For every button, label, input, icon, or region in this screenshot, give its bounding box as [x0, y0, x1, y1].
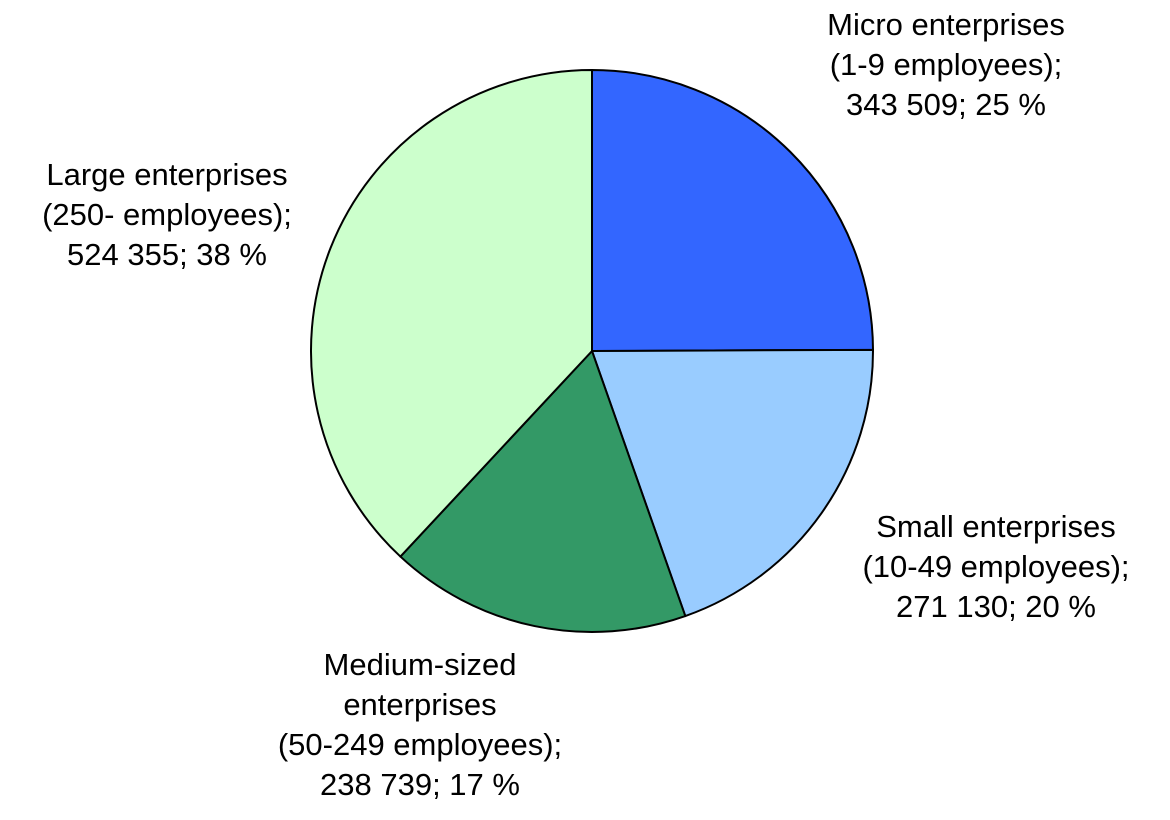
pie-label-micro-enterprises: Micro enterprises (1-9 employees); 343 509…	[827, 7, 1065, 122]
pie-label-line: (250- employees);	[42, 197, 292, 232]
pie-label-medium-sized: Medium-sized enterprises (50-249 employees…	[278, 647, 562, 802]
pie-labels: Micro enterprises (1-9 employees); 343 509…	[42, 7, 1129, 802]
pie-label-line: Large enterprises	[46, 157, 287, 192]
pie-slice-micro-enterprises	[591, 69, 874, 352]
pie-slice-medium-sized	[399, 350, 687, 633]
pie-label-line: Medium-sized	[324, 647, 517, 682]
pie-label-line: 524 355; 38 %	[67, 237, 267, 272]
pie-label-line: enterprises	[343, 687, 496, 722]
pie-slice-large-enterprises	[310, 69, 593, 558]
pie-slices	[310, 69, 875, 633]
pie-label-line: 271 130; 20 %	[896, 589, 1096, 624]
pie-label-line: (1-9 employees);	[830, 47, 1063, 82]
pie-label-line: 343 509; 25 %	[846, 87, 1046, 122]
pie-label-line: (10-49 employees);	[862, 549, 1129, 584]
pie-label-line: 238 739; 17 %	[320, 767, 520, 802]
pie-label-small-enterprises: Small enterprises (10-49 employees); 271 1…	[862, 509, 1129, 624]
pie-label-line: (50-249 employees);	[278, 727, 562, 762]
pie-label-large-enterprises: Large enterprises (250- employees); 524 35…	[42, 157, 292, 272]
pie-label-line: Micro enterprises	[827, 7, 1065, 42]
pie-label-line: Small enterprises	[876, 509, 1115, 544]
